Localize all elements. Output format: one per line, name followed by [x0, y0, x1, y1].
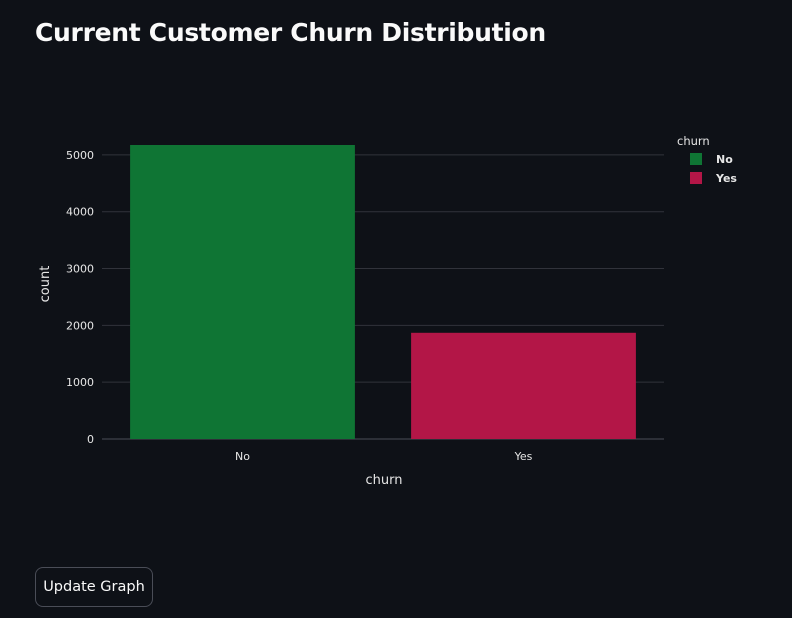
y-tick-label: 0 [87, 433, 94, 446]
update-graph-button[interactable]: Update Graph [35, 567, 153, 607]
x-tick-label: Yes [514, 450, 533, 463]
legend-item-no[interactable]: No [690, 153, 733, 166]
bar-yes[interactable] [411, 332, 636, 439]
legend-swatch [690, 172, 702, 184]
x-tick-label: No [235, 450, 250, 463]
legend[interactable]: churn No Yes [677, 134, 737, 185]
y-tick-labels: 0 1000 2000 3000 4000 5000 [66, 149, 94, 446]
legend-item-yes[interactable]: Yes [690, 172, 737, 185]
y-tick-label: 4000 [66, 206, 94, 219]
y-tick-label: 2000 [66, 319, 94, 332]
y-axis-title: count [38, 266, 53, 303]
x-axis-title: churn [366, 473, 403, 488]
page-title: Current Customer Churn Distribution [35, 18, 546, 47]
y-tick-label: 5000 [66, 149, 94, 162]
bar-no[interactable] [130, 145, 355, 439]
legend-title: churn [677, 134, 710, 148]
legend-swatch [690, 153, 702, 165]
legend-entries: No Yes [690, 153, 737, 185]
legend-label: Yes [715, 172, 737, 185]
y-tick-label: 3000 [66, 263, 94, 276]
bars [130, 145, 636, 439]
x-tick-labels: No Yes [235, 450, 533, 463]
legend-label: No [716, 153, 733, 166]
y-tick-label: 1000 [66, 376, 94, 389]
